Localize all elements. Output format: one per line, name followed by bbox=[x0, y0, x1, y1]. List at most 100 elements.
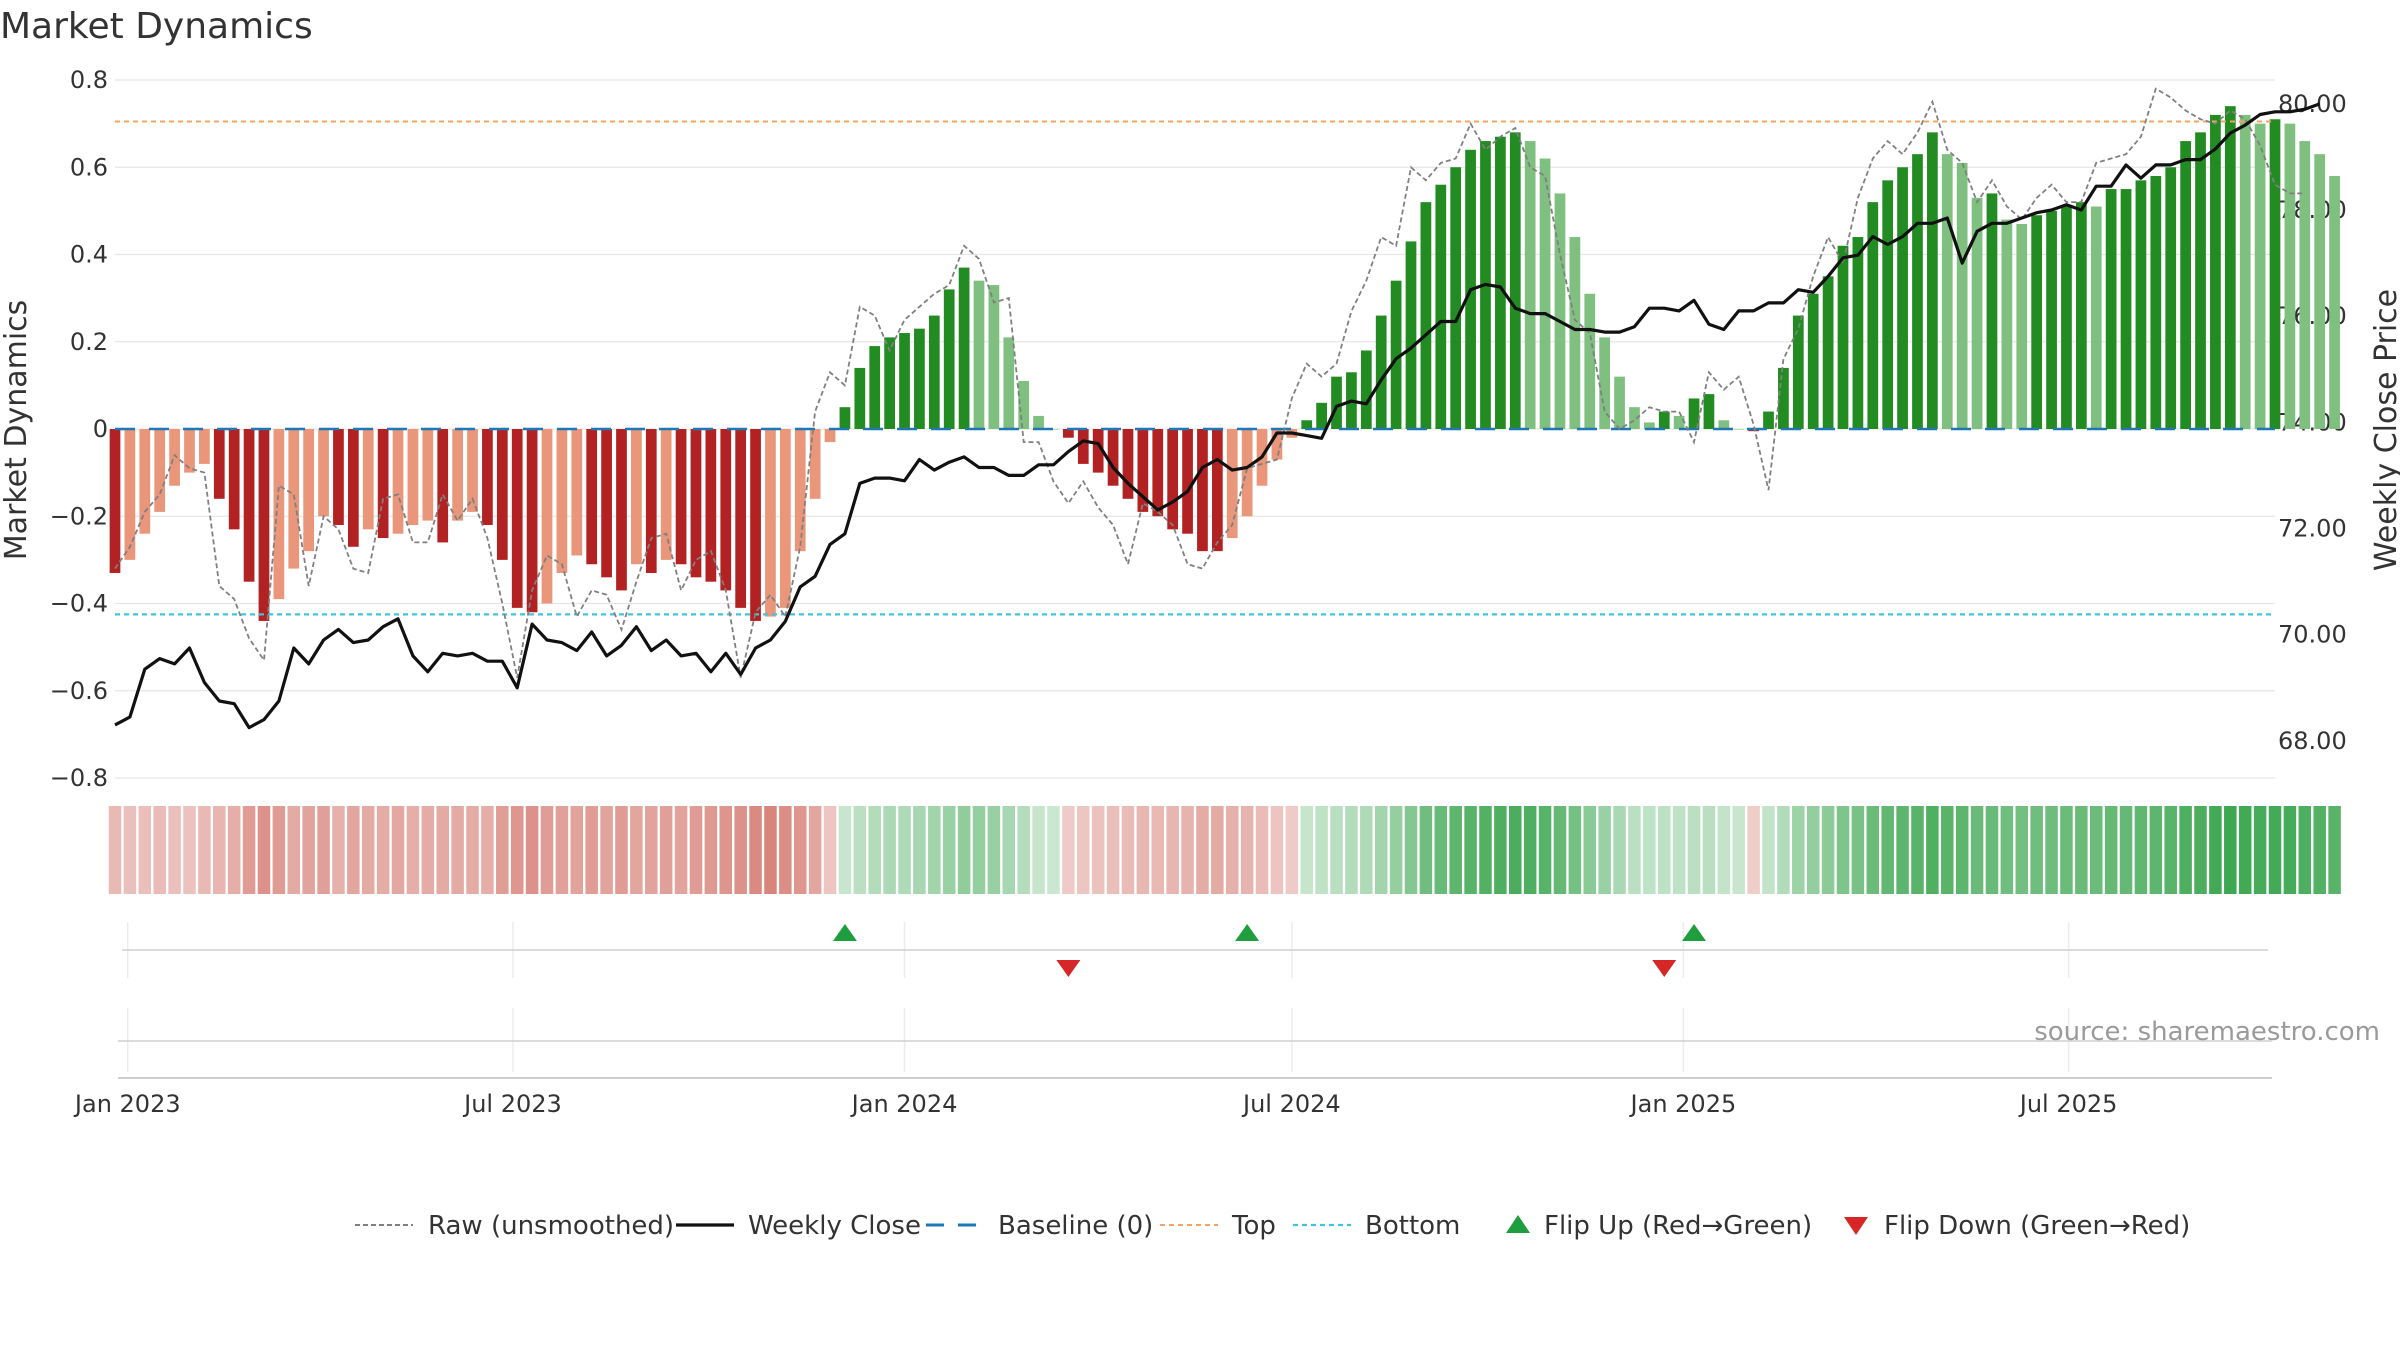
strength-cell bbox=[302, 806, 315, 894]
dynamics-bar bbox=[1003, 337, 1015, 429]
right-y-tick-label: 80.00 bbox=[2278, 90, 2347, 118]
strength-cell bbox=[1523, 806, 1537, 894]
dynamics-bar bbox=[2210, 114, 2221, 430]
dynamics-bar bbox=[496, 429, 508, 560]
dynamics-bar bbox=[407, 429, 419, 525]
dynamics-bar bbox=[467, 429, 478, 512]
right-y-tick-label: 72.00 bbox=[2278, 515, 2347, 543]
dynamics-bar bbox=[1867, 202, 1879, 429]
strength-cell bbox=[659, 806, 673, 894]
strength-cell bbox=[421, 806, 435, 894]
strength-cell bbox=[1300, 806, 1313, 894]
strength-cell bbox=[2060, 806, 2073, 894]
dynamics-bar bbox=[1048, 429, 1059, 430]
strength-cell bbox=[704, 806, 718, 894]
strength-cell bbox=[764, 806, 777, 894]
dynamics-bar bbox=[809, 429, 821, 499]
strength-cell bbox=[1032, 806, 1045, 894]
legend-swatch-flip-up bbox=[1506, 1215, 1530, 1233]
dynamics-bar bbox=[705, 429, 717, 582]
strength-cell bbox=[183, 806, 196, 894]
dynamics-bar bbox=[869, 346, 881, 429]
strength-cell bbox=[108, 806, 122, 894]
dynamics-bar bbox=[184, 429, 195, 473]
left-y-tick-label: −0.6 bbox=[50, 677, 108, 705]
strength-cell bbox=[868, 806, 881, 894]
dynamics-bar bbox=[1033, 415, 1044, 429]
dynamics-bar bbox=[899, 333, 910, 429]
dynamics-bar bbox=[1211, 429, 1223, 552]
weekly-close-line bbox=[114, 102, 2321, 730]
strength-cell bbox=[1434, 806, 1448, 894]
dynamics-bar bbox=[854, 367, 866, 429]
dynamics-bar bbox=[1331, 376, 1342, 429]
source-label: source: sharemaestro.com bbox=[2034, 1017, 2380, 1047]
dynamics-bar bbox=[1986, 193, 1998, 429]
dynamics-bar bbox=[437, 429, 449, 543]
strength-cell bbox=[1926, 806, 1939, 894]
dynamics-bar bbox=[541, 429, 553, 604]
strength-cell bbox=[1583, 806, 1597, 894]
strength-cell bbox=[466, 806, 479, 894]
strength-cell bbox=[1389, 806, 1403, 894]
strength-cell bbox=[1762, 806, 1775, 894]
strength-cell bbox=[1628, 806, 1641, 894]
strength-cell bbox=[1851, 806, 1865, 894]
dynamics-bar bbox=[884, 337, 895, 429]
dynamics-bar bbox=[2239, 114, 2251, 430]
dynamics-bar bbox=[1927, 132, 1938, 429]
strength-cell bbox=[1732, 806, 1745, 894]
dynamics-bar bbox=[1077, 429, 1089, 464]
dynamics-bar bbox=[2046, 210, 2057, 429]
dynamics-bar bbox=[1197, 429, 1208, 552]
strength-cell bbox=[272, 806, 286, 894]
dynamics-bar bbox=[2254, 123, 2266, 429]
strength-cell bbox=[1866, 806, 1880, 894]
strength-cell bbox=[1792, 806, 1805, 894]
dynamics-bar bbox=[199, 429, 210, 464]
dynamics-bar bbox=[1509, 132, 1521, 429]
strength-cell bbox=[1047, 806, 1060, 894]
dynamics-bar bbox=[1569, 237, 1581, 429]
strength-cell bbox=[2015, 806, 2029, 894]
dynamics-bar bbox=[124, 429, 136, 560]
strength-cell bbox=[942, 806, 956, 894]
dynamics-bar bbox=[794, 429, 806, 552]
left-y-tick-label: −0.4 bbox=[50, 590, 108, 618]
strength-cell bbox=[1479, 806, 1492, 894]
dynamics-bar bbox=[1763, 411, 1774, 429]
dynamics-bar bbox=[422, 429, 434, 521]
x-tick-label: Jan 2025 bbox=[1629, 1090, 1737, 1118]
strength-cell bbox=[1091, 806, 1105, 894]
dynamics-bar bbox=[109, 429, 121, 573]
strength-cell bbox=[2194, 806, 2207, 894]
dynamics-bar bbox=[1107, 429, 1119, 486]
strength-cell bbox=[2328, 806, 2341, 894]
strength-cell bbox=[525, 806, 539, 894]
dynamics-bar bbox=[645, 429, 657, 573]
dynamics-bar bbox=[2001, 219, 2013, 429]
dynamics-bar bbox=[1435, 184, 1447, 429]
dynamics-bar bbox=[2090, 206, 2102, 429]
dynamics-bar bbox=[2180, 141, 2191, 429]
dynamics-bar bbox=[675, 429, 687, 565]
dynamics-bar bbox=[347, 429, 359, 547]
dynamics-bar bbox=[243, 429, 255, 582]
strength-cell bbox=[510, 806, 524, 894]
x-tick-label: Jul 2024 bbox=[1241, 1090, 1341, 1118]
dynamics-bar bbox=[958, 267, 970, 429]
strength-cell bbox=[1806, 806, 1820, 894]
strength-cell bbox=[1419, 806, 1433, 894]
dynamics-bar bbox=[228, 429, 240, 530]
dynamics-bar bbox=[571, 429, 583, 556]
strength-cell bbox=[2209, 806, 2222, 894]
dynamics-bar bbox=[1807, 293, 1819, 429]
strength-cell bbox=[615, 806, 628, 894]
dynamics-bar bbox=[1971, 197, 1983, 429]
dynamics-bar bbox=[2269, 119, 2281, 429]
dynamics-bar bbox=[1524, 141, 1536, 429]
left-y-tick-label: 0.4 bbox=[70, 241, 108, 269]
strength-cell bbox=[2119, 806, 2133, 894]
dynamics-bar bbox=[943, 289, 955, 429]
